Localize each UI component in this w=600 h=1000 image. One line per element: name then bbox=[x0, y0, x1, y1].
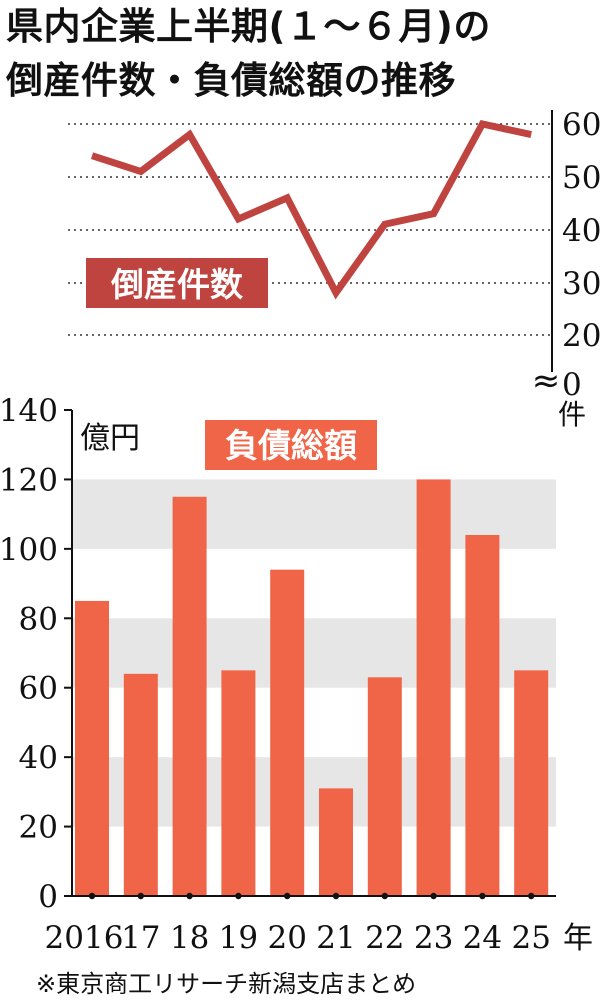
line-label-box bbox=[86, 258, 268, 308]
bar-y-tick-label: 40 bbox=[19, 740, 58, 776]
bar bbox=[75, 600, 109, 896]
line-gridlines bbox=[68, 110, 553, 372]
bar-y-tick-label: 0 bbox=[38, 879, 58, 915]
x-tick-label: 17 bbox=[121, 920, 160, 956]
bar-y-tick-label: 100 bbox=[0, 532, 58, 568]
chart-title-line1: 県内企業上半期(１～６月)の bbox=[6, 5, 491, 48]
line-series-label: 倒産件数 bbox=[110, 265, 244, 304]
bar bbox=[367, 677, 402, 896]
line-series-path bbox=[90, 120, 532, 300]
bar bbox=[416, 479, 451, 896]
bar bbox=[123, 673, 158, 896]
line-y-tick-label: 40 bbox=[562, 213, 600, 249]
line-y-tick-label: 20 bbox=[562, 318, 600, 354]
bar-y-tick-label: 20 bbox=[19, 810, 58, 846]
x-tick-label: 25 bbox=[511, 920, 550, 956]
x-tick-label: 21 bbox=[316, 920, 355, 956]
x-tick-label: 22 bbox=[365, 920, 404, 956]
bar-unit-label: 億円 bbox=[80, 421, 140, 456]
bar-y-tick-labels: 140 120 100 80 60 40 20 0 bbox=[0, 393, 72, 915]
bar-y-tick-label: 60 bbox=[19, 671, 58, 707]
line-series-group bbox=[90, 120, 532, 300]
line-y-tick-labels: 60 50 40 30 20 0 bbox=[562, 107, 600, 403]
line-y-tick-label: 60 bbox=[562, 107, 600, 143]
x-tick-label: 2016 bbox=[45, 920, 124, 956]
bar bbox=[172, 496, 207, 896]
bar bbox=[221, 670, 256, 896]
bar-label-box bbox=[205, 420, 377, 470]
bar bbox=[514, 670, 549, 896]
bar-y-tick-label: 80 bbox=[19, 601, 58, 637]
chart-title-line2: 倒産件数・負債総額の推移 bbox=[6, 59, 456, 102]
bar bbox=[465, 534, 500, 896]
x-tick-label: 19 bbox=[219, 920, 258, 956]
bar-series-group bbox=[75, 479, 549, 900]
bar bbox=[319, 788, 353, 896]
bar bbox=[270, 569, 305, 896]
x-tick-label: 24 bbox=[463, 920, 502, 956]
line-y-tick-label: 30 bbox=[562, 266, 600, 302]
x-tick-label: 18 bbox=[170, 920, 209, 956]
line-y-tick-label: 50 bbox=[562, 160, 600, 196]
source-note: ※東京商工リサーチ新潟支店まとめ bbox=[36, 970, 417, 998]
bar-series-label: 負債総額 bbox=[225, 426, 357, 465]
x-tick-label: 20 bbox=[267, 920, 306, 956]
bar-y-tick-label: 120 bbox=[0, 462, 58, 498]
year-suffix-label: 年 bbox=[563, 921, 593, 956]
bar-y-tick-label: 140 bbox=[0, 393, 58, 429]
line-y-tick-label: 0 bbox=[562, 367, 582, 403]
axis-break-symbol: ≈ bbox=[532, 361, 561, 401]
line-unit-label: 件 bbox=[558, 398, 586, 431]
x-tick-label: 23 bbox=[414, 920, 453, 956]
